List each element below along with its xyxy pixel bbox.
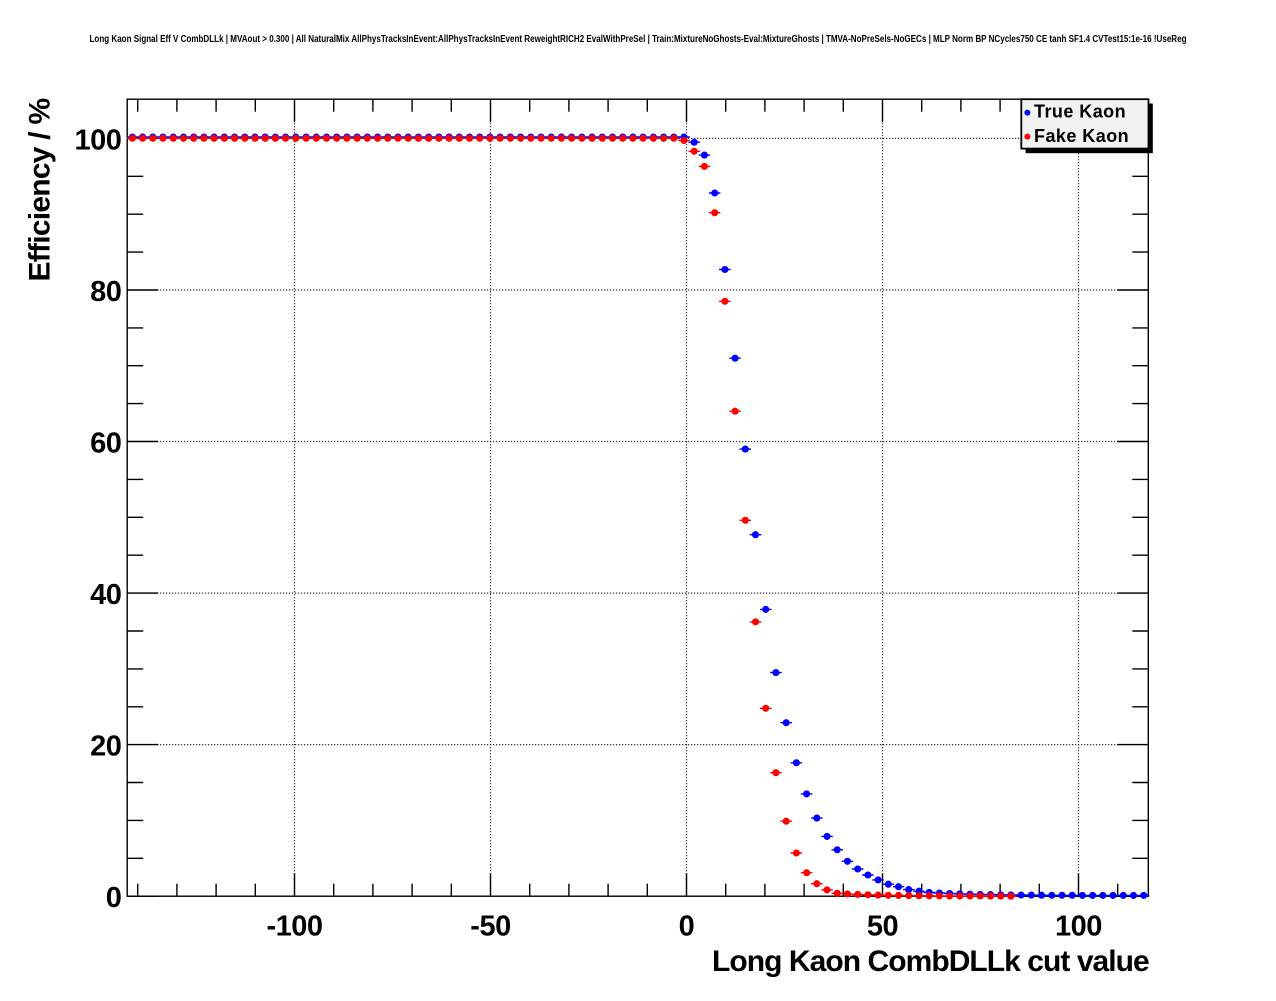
svg-text:50: 50 bbox=[867, 910, 898, 942]
svg-text:20: 20 bbox=[90, 731, 121, 763]
svg-text:0: 0 bbox=[679, 910, 695, 942]
svg-text:Efficiency / %: Efficiency / % bbox=[24, 99, 57, 282]
svg-text:100: 100 bbox=[1055, 910, 1102, 942]
svg-text:60: 60 bbox=[90, 428, 121, 460]
svg-text:-100: -100 bbox=[266, 910, 322, 942]
svg-text:40: 40 bbox=[90, 579, 121, 611]
svg-text:-50: -50 bbox=[470, 910, 510, 942]
svg-text:100: 100 bbox=[75, 124, 122, 156]
svg-text:80: 80 bbox=[90, 276, 121, 308]
svg-text:Long Kaon CombDLLk cut value: Long Kaon CombDLLk cut value bbox=[712, 945, 1149, 978]
svg-text:True Kaon: True Kaon bbox=[1034, 102, 1126, 122]
svg-text:Long Kaon Signal Eff V CombDLL: Long Kaon Signal Eff V CombDLLk | MVAout… bbox=[90, 33, 1187, 45]
svg-text:Fake Kaon: Fake Kaon bbox=[1034, 126, 1129, 146]
svg-text:0: 0 bbox=[106, 882, 122, 914]
